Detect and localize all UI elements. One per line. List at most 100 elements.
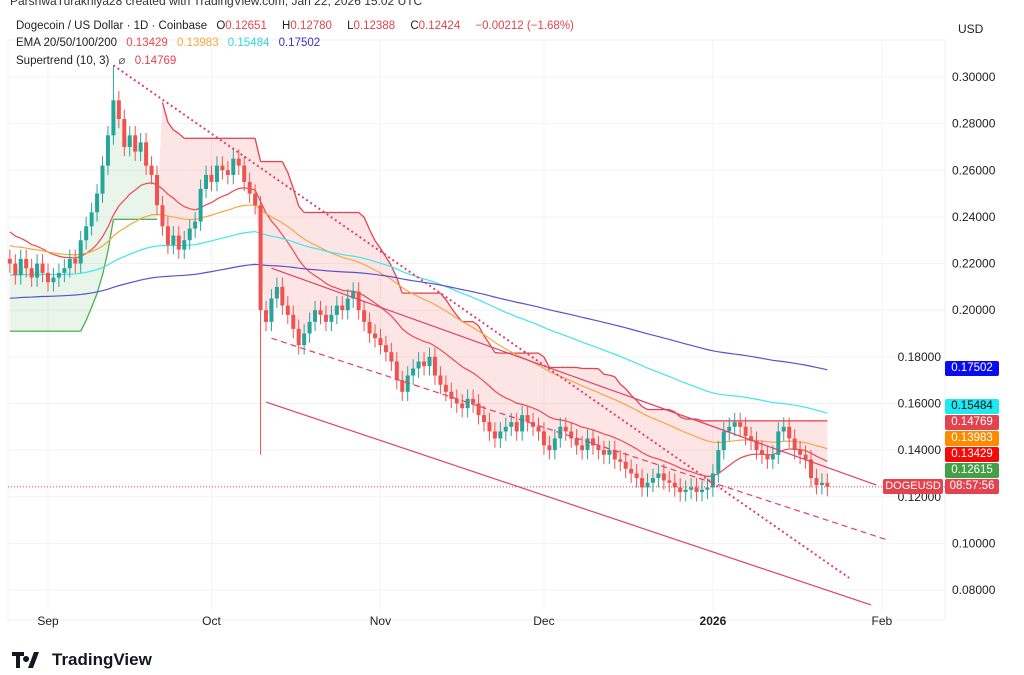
candle: [345, 289, 350, 320]
candle-body: [454, 398, 459, 404]
candle-body: [569, 431, 574, 439]
y-tick-label: 0.10000: [952, 536, 996, 550]
candle-body: [580, 445, 585, 451]
y-tick-label: 0.22000: [952, 257, 996, 271]
supertrend-fill: [206, 138, 212, 182]
supertrend-label[interactable]: Supertrend (10, 3): [16, 55, 110, 67]
candle-body: [618, 459, 623, 462]
supertrend-fill: [456, 315, 463, 406]
candle-body: [51, 277, 56, 283]
supertrend-fill: [603, 374, 610, 453]
candle: [155, 165, 159, 215]
supertrend-fill: [467, 321, 474, 404]
supertrend-line: [107, 219, 115, 252]
ema50-value: 0.13983: [177, 37, 219, 49]
candle: [514, 412, 519, 441]
candle-body: [732, 422, 737, 427]
currency-label[interactable]: USD: [958, 22, 984, 36]
candle-body: [672, 482, 677, 488]
symbol-tag: DOGEUSD: [883, 479, 943, 494]
eye-slash-icon[interactable]: ⌀: [118, 55, 126, 67]
candle-body: [394, 361, 399, 381]
supertrend-line: [363, 216, 371, 230]
supertrend-fill: [560, 367, 566, 433]
candle-body: [133, 135, 138, 152]
tradingview-logo[interactable]: TradingView: [12, 650, 152, 670]
supertrend-fill: [298, 206, 305, 340]
ema200-line: [9, 263, 828, 371]
candle-body: [601, 450, 606, 455]
supertrend-fill: [385, 256, 392, 357]
supertrend-line: [603, 373, 610, 376]
supertrend-line: [472, 321, 479, 327]
close-label: C: [410, 20, 419, 32]
candle-body: [149, 165, 154, 175]
candle: [438, 366, 443, 395]
supertrend-value: 0.14769: [134, 55, 177, 67]
candle-body: [825, 482, 830, 487]
candle-body: [803, 454, 808, 460]
candle: [253, 184, 258, 215]
candle-body: [84, 226, 89, 241]
candle-body: [656, 473, 661, 479]
y-tick-label: 0.16000: [898, 396, 942, 410]
supertrend-fill: [691, 419, 697, 490]
supertrend-line: [374, 240, 381, 249]
candle: [787, 417, 792, 448]
ema-label[interactable]: EMA 20/50/100/200: [16, 37, 118, 49]
candle: [62, 258, 67, 283]
candle-body: [323, 314, 328, 322]
supertrend-fill: [342, 212, 348, 308]
candle: [40, 254, 45, 283]
candle-body: [634, 473, 639, 479]
supertrend-fill: [816, 420, 822, 484]
candle-body: [492, 431, 497, 439]
supertrend-fill: [642, 406, 648, 486]
candle: [432, 347, 437, 385]
plot-frame: [7, 39, 946, 621]
ema200-value: 0.17502: [278, 37, 321, 49]
candle-body: [520, 415, 525, 432]
supertrend-fill: [424, 293, 430, 364]
supertrend-fill: [625, 388, 632, 472]
candle-body: [623, 461, 628, 469]
candle: [89, 202, 94, 236]
supertrend-fill: [162, 102, 168, 236]
supertrend-fill: [86, 219, 92, 321]
candle: [296, 319, 301, 355]
candle: [122, 109, 127, 157]
candle: [313, 300, 318, 332]
candle-body: [449, 391, 454, 399]
candle: [416, 352, 421, 378]
candle: [482, 405, 486, 432]
candle: [814, 468, 819, 495]
supertrend-fill: [53, 275, 59, 332]
candle: [51, 268, 56, 292]
candle: [209, 165, 214, 192]
supertrend-line: [679, 416, 686, 420]
candle-body: [280, 286, 285, 306]
candle-body: [678, 487, 683, 493]
candle-body: [209, 174, 214, 182]
candle-body: [35, 263, 40, 278]
candle: [258, 195, 263, 455]
candle: [362, 300, 367, 332]
candle-body: [650, 478, 655, 483]
candle: [749, 426, 754, 451]
candle-body: [78, 240, 83, 264]
candle-body: [427, 356, 432, 367]
symbol-title[interactable]: Dogecoin / US Dollar · 1D · Coinbase: [16, 20, 208, 32]
candle-body: [781, 426, 786, 432]
supertrend-fill: [598, 368, 604, 453]
brand-name: TradingView: [52, 650, 152, 669]
candle: [323, 305, 328, 332]
supertrend-line: [696, 418, 703, 422]
candle: [100, 156, 105, 203]
supertrend-fill: [631, 395, 637, 476]
candle-body: [509, 422, 514, 427]
candle: [367, 312, 372, 343]
candle: [781, 417, 786, 441]
supertrend-fill: [767, 420, 773, 458]
legend-ohlc: Dogecoin / US Dollar · 1D · Coinbase O0.…: [16, 20, 580, 32]
